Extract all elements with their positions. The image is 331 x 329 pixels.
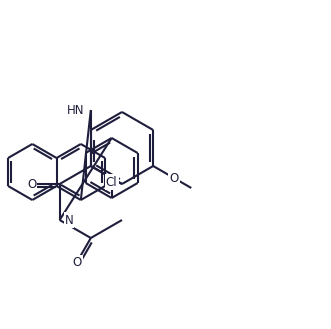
Text: Cl: Cl — [106, 175, 118, 189]
Text: N: N — [65, 214, 73, 226]
Text: HN: HN — [67, 104, 85, 116]
Text: O: O — [27, 178, 36, 190]
Text: O: O — [72, 256, 81, 269]
Text: O: O — [169, 171, 179, 185]
